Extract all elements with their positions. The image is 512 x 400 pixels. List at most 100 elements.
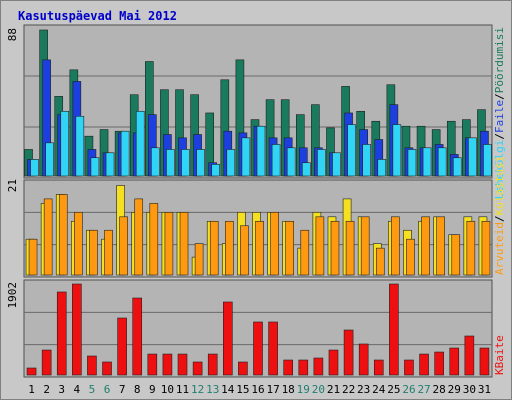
- bar: [43, 198, 53, 276]
- legend-separator: /: [493, 133, 506, 140]
- bar: [87, 355, 97, 376]
- bar: [226, 149, 236, 177]
- bar: [298, 359, 309, 376]
- bar: [377, 159, 387, 177]
- x-tick-label: 2: [43, 383, 50, 396]
- x-tick-label: 5: [89, 383, 96, 396]
- bar: [483, 144, 492, 177]
- bar: [194, 243, 204, 276]
- bar: [241, 137, 251, 177]
- bar: [166, 149, 175, 177]
- bar: [464, 335, 475, 376]
- bar: [286, 147, 296, 177]
- bar: [449, 347, 460, 376]
- bar: [72, 283, 82, 376]
- bar: [451, 234, 461, 276]
- bar: [90, 157, 100, 177]
- bar: [373, 359, 384, 376]
- bar: [358, 343, 369, 376]
- x-tick-label: 23: [357, 383, 370, 396]
- bar: [360, 216, 370, 276]
- x-tick-label: 18: [282, 383, 295, 396]
- x-tick-label: 17: [266, 383, 279, 396]
- legend-entry: Pöördumisi: [493, 27, 506, 93]
- x-tick-label: 27: [417, 383, 430, 396]
- bar: [328, 349, 339, 376]
- legend: KBaite: [493, 335, 506, 375]
- bar: [421, 216, 430, 276]
- bar: [58, 194, 68, 276]
- bar: [481, 220, 491, 276]
- bar: [149, 203, 159, 276]
- bar: [347, 124, 356, 177]
- bar: [105, 152, 115, 177]
- legend-entry: Külastusi: [493, 156, 506, 216]
- x-tick-label: 12: [191, 383, 204, 396]
- bar: [45, 142, 54, 177]
- bar: [436, 216, 445, 276]
- bar: [30, 159, 39, 177]
- bar: [211, 164, 221, 177]
- bar: [132, 297, 143, 376]
- bar: [313, 357, 324, 376]
- chart-title: Kasutuspäevad Mai 2012: [18, 9, 177, 23]
- x-tick-label: 20: [312, 383, 325, 396]
- x-tick-label: 11: [176, 383, 189, 396]
- bar: [407, 149, 417, 177]
- bar: [345, 220, 355, 276]
- x-tick-label: 4: [74, 383, 81, 396]
- x-tick-label: 8: [134, 383, 141, 396]
- bar: [452, 157, 462, 177]
- x-tick-label: 29: [448, 383, 461, 396]
- x-tick-label: 15: [236, 383, 249, 396]
- x-tick-label: 22: [342, 383, 355, 396]
- bar: [301, 162, 311, 177]
- y-tick-label: 1902: [6, 282, 19, 309]
- x-tick-label: 21: [327, 383, 340, 396]
- bar: [479, 347, 490, 376]
- bar: [181, 149, 190, 177]
- legend-separator: /: [493, 215, 506, 222]
- bar: [419, 353, 429, 376]
- bar: [285, 220, 294, 276]
- bar: [28, 238, 38, 276]
- legend-entry: KBaite: [493, 335, 506, 375]
- bar: [466, 220, 476, 276]
- x-tick-label: 13: [206, 383, 219, 396]
- bar: [119, 216, 128, 276]
- bar: [56, 291, 67, 376]
- bar: [102, 361, 112, 376]
- bar: [362, 144, 371, 177]
- y-tick-label: 88: [6, 28, 19, 41]
- bar: [147, 353, 158, 376]
- bar: [74, 212, 83, 276]
- legend-separator: /: [493, 93, 506, 100]
- x-tick-label: 14: [221, 383, 235, 396]
- bar: [135, 110, 145, 177]
- bar: [392, 124, 402, 177]
- bar: [89, 229, 98, 276]
- x-tick-label: 7: [119, 383, 126, 396]
- bar: [60, 110, 70, 177]
- bar: [26, 367, 37, 376]
- bar: [255, 220, 264, 276]
- x-tick-label: 1: [28, 383, 35, 396]
- x-tick-label: 6: [104, 383, 111, 396]
- bar: [117, 317, 127, 376]
- bar: [283, 359, 293, 376]
- bar: [164, 212, 174, 276]
- bar: [256, 125, 266, 177]
- x-tick-label: 10: [161, 383, 174, 396]
- bar: [270, 212, 279, 276]
- bar: [330, 220, 340, 276]
- x-tick-label: 16: [251, 383, 264, 396]
- bar: [253, 321, 263, 376]
- bar: [389, 283, 399, 376]
- bar: [406, 238, 415, 276]
- bar: [207, 353, 218, 376]
- bar: [240, 225, 249, 276]
- x-tick-label: 19: [297, 383, 310, 396]
- bar: [104, 229, 113, 276]
- bar: [404, 359, 414, 376]
